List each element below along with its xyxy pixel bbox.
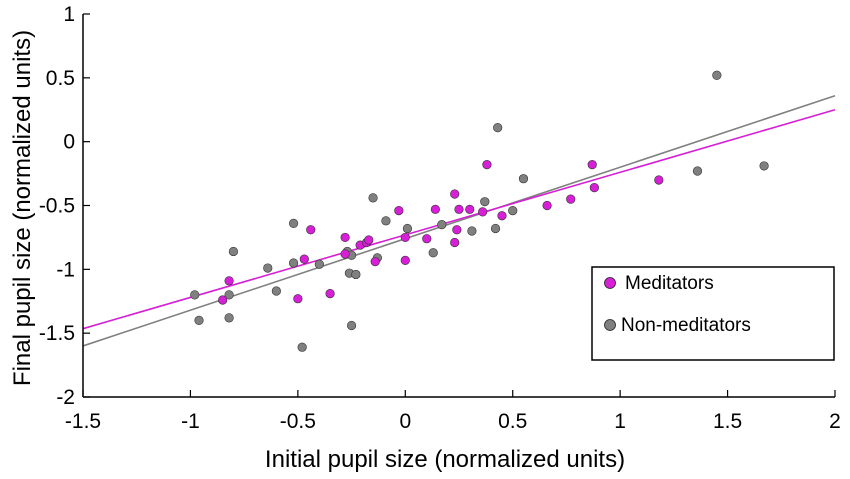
x-tick-label: -1.5 xyxy=(65,410,101,433)
point-meditators xyxy=(224,276,234,286)
y-tick-label: -2 xyxy=(56,386,75,409)
y-tick-label: -1.5 xyxy=(39,322,75,345)
point-meditators xyxy=(299,254,309,264)
legend-marker-non-meditators xyxy=(604,319,616,331)
y-axis-ticks: 1 0.5 0 -0.5 -1 -1.5 -2 xyxy=(39,3,90,409)
x-axis-label: Initial pupil size (normalized units) xyxy=(265,446,625,473)
point-non-meditators xyxy=(288,258,299,268)
point-non-meditators xyxy=(402,223,413,234)
point-non-meditators xyxy=(381,216,391,226)
point-meditators xyxy=(218,295,228,305)
point-non-meditators xyxy=(194,315,204,326)
x-tick-label: 1.5 xyxy=(713,410,742,433)
point-non-meditators xyxy=(437,220,447,230)
point-meditators xyxy=(542,200,552,211)
point-non-meditators xyxy=(263,263,273,273)
point-meditators xyxy=(400,255,410,265)
point-meditators xyxy=(394,206,404,216)
y-tick-label: 0 xyxy=(63,131,75,154)
point-non-meditators xyxy=(467,226,477,236)
x-axis-ticks: -1.5 -1 -0.5 0 0.5 1 1.5 2 xyxy=(65,390,841,433)
point-non-meditators xyxy=(224,290,234,300)
point-non-meditators xyxy=(297,342,307,352)
point-non-meditators xyxy=(508,206,518,216)
point-meditators xyxy=(454,204,464,214)
point-meditators xyxy=(306,225,316,235)
point-non-meditators xyxy=(692,166,703,176)
point-meditators xyxy=(340,232,350,243)
y-tick-label: -0.5 xyxy=(39,195,75,218)
y-axis-label: Final pupil size (normalized units) xyxy=(9,30,36,386)
x-tick-label: -0.5 xyxy=(280,410,316,433)
point-non-meditators xyxy=(351,269,361,280)
y-tick-label: 1 xyxy=(63,3,75,26)
point-non-meditators xyxy=(428,248,438,258)
point-non-meditators xyxy=(480,197,490,207)
y-tick-label: -1 xyxy=(56,258,75,281)
point-meditators xyxy=(589,183,599,193)
point-non-meditators xyxy=(288,218,299,228)
point-non-meditators xyxy=(228,246,238,257)
legend: Meditators Non-meditators xyxy=(591,266,835,361)
point-non-meditators xyxy=(224,313,234,323)
point-meditators xyxy=(587,160,597,170)
point-meditators xyxy=(497,211,507,221)
legend-label-meditators: Meditators xyxy=(625,273,714,294)
point-meditators xyxy=(364,235,374,245)
point-meditators xyxy=(450,237,460,248)
point-non-meditators xyxy=(518,174,529,184)
point-meditators xyxy=(478,207,488,217)
point-meditators xyxy=(325,288,335,299)
regression-lines xyxy=(82,94,836,347)
x-tick-label: 0.5 xyxy=(498,410,527,433)
point-non-meditators xyxy=(271,286,281,296)
point-non-meditators xyxy=(190,290,200,300)
point-non-meditators xyxy=(759,161,769,171)
regression-line-meditators xyxy=(82,108,836,330)
legend-box xyxy=(591,266,835,361)
point-meditators xyxy=(430,204,440,214)
x-tick-label: 0 xyxy=(399,410,411,433)
point-meditators xyxy=(293,294,303,304)
point-non-meditators xyxy=(314,259,324,269)
point-meditators xyxy=(566,194,576,204)
x-tick-label: 2 xyxy=(829,410,841,433)
point-meditators xyxy=(482,160,492,170)
legend-marker-meditators xyxy=(604,277,616,289)
point-meditators xyxy=(452,225,462,235)
point-non-meditators xyxy=(493,123,503,133)
y-tick-label: 0.5 xyxy=(46,67,75,90)
point-meditators xyxy=(450,189,460,199)
x-tick-label: -1 xyxy=(181,410,200,433)
point-non-meditators xyxy=(712,70,722,80)
regression-line-non-meditators xyxy=(82,94,836,347)
point-meditators xyxy=(465,204,475,214)
point-non-meditators xyxy=(346,320,357,331)
point-meditators xyxy=(340,249,350,259)
x-tick-label: 1 xyxy=(614,410,626,433)
point-meditators xyxy=(654,175,664,185)
point-meditators xyxy=(422,234,432,244)
point-non-meditators xyxy=(490,223,501,234)
point-meditators xyxy=(370,257,380,267)
point-non-meditators xyxy=(368,193,378,203)
legend-label-non-meditators: Non-meditators xyxy=(621,315,751,336)
data-points xyxy=(190,70,769,352)
point-meditators xyxy=(400,232,410,243)
